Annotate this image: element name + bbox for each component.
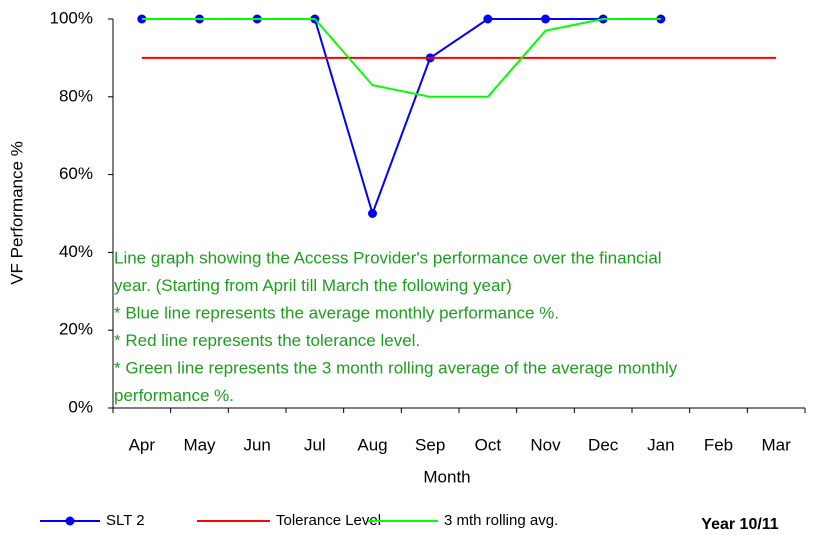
x-tick-label: Jul: [304, 435, 326, 454]
footnote: Year 10/11: [701, 516, 779, 533]
y-tick-label: 80%: [59, 86, 93, 105]
x-tick-label: Oct: [475, 435, 502, 454]
x-tick-label: Nov: [530, 435, 561, 454]
y-tick-label: 40%: [59, 242, 93, 261]
point: [541, 14, 550, 24]
x-tick-label: Apr: [129, 435, 156, 454]
x-tick-label: Mar: [762, 435, 792, 454]
y-tick-label: 60%: [59, 164, 93, 183]
annotation: performance %.: [114, 386, 234, 405]
annotation: year. (Starting from April till March th…: [114, 276, 512, 295]
legend-label: SLT 2: [106, 512, 145, 529]
x-tick-label: Feb: [704, 435, 733, 454]
annotation: Line graph showing the Access Provider's…: [114, 248, 662, 267]
legend-label: 3 mth rolling avg.: [444, 512, 558, 529]
annotation: * Blue line represents the average month…: [114, 303, 559, 322]
x-axis-label: Month: [423, 467, 470, 486]
legend-label: Tolerance Level: [276, 512, 381, 529]
y-axis-label: VF Performance %: [7, 141, 26, 285]
series-line: [141, 18, 661, 98]
x-tick-label: Aug: [357, 435, 387, 454]
x-tick-label: Jun: [243, 435, 270, 454]
x-tick-label: Sep: [415, 435, 445, 454]
x-tick-label: May: [183, 435, 216, 454]
x-tick-label: Dec: [588, 435, 619, 454]
series-line: [141, 18, 661, 217]
point: [368, 209, 377, 218]
annotation: * Green line represents the 3 month roll…: [114, 358, 678, 377]
x-tick-label: Jan: [647, 435, 674, 454]
point: [483, 14, 493, 24]
legend-marker: [65, 516, 75, 526]
y-tick-label: 100%: [50, 8, 93, 27]
annotation: * Red line represents the tolerance leve…: [114, 331, 420, 350]
y-tick-label: 20%: [59, 320, 93, 339]
y-tick-label: 0%: [68, 397, 93, 416]
